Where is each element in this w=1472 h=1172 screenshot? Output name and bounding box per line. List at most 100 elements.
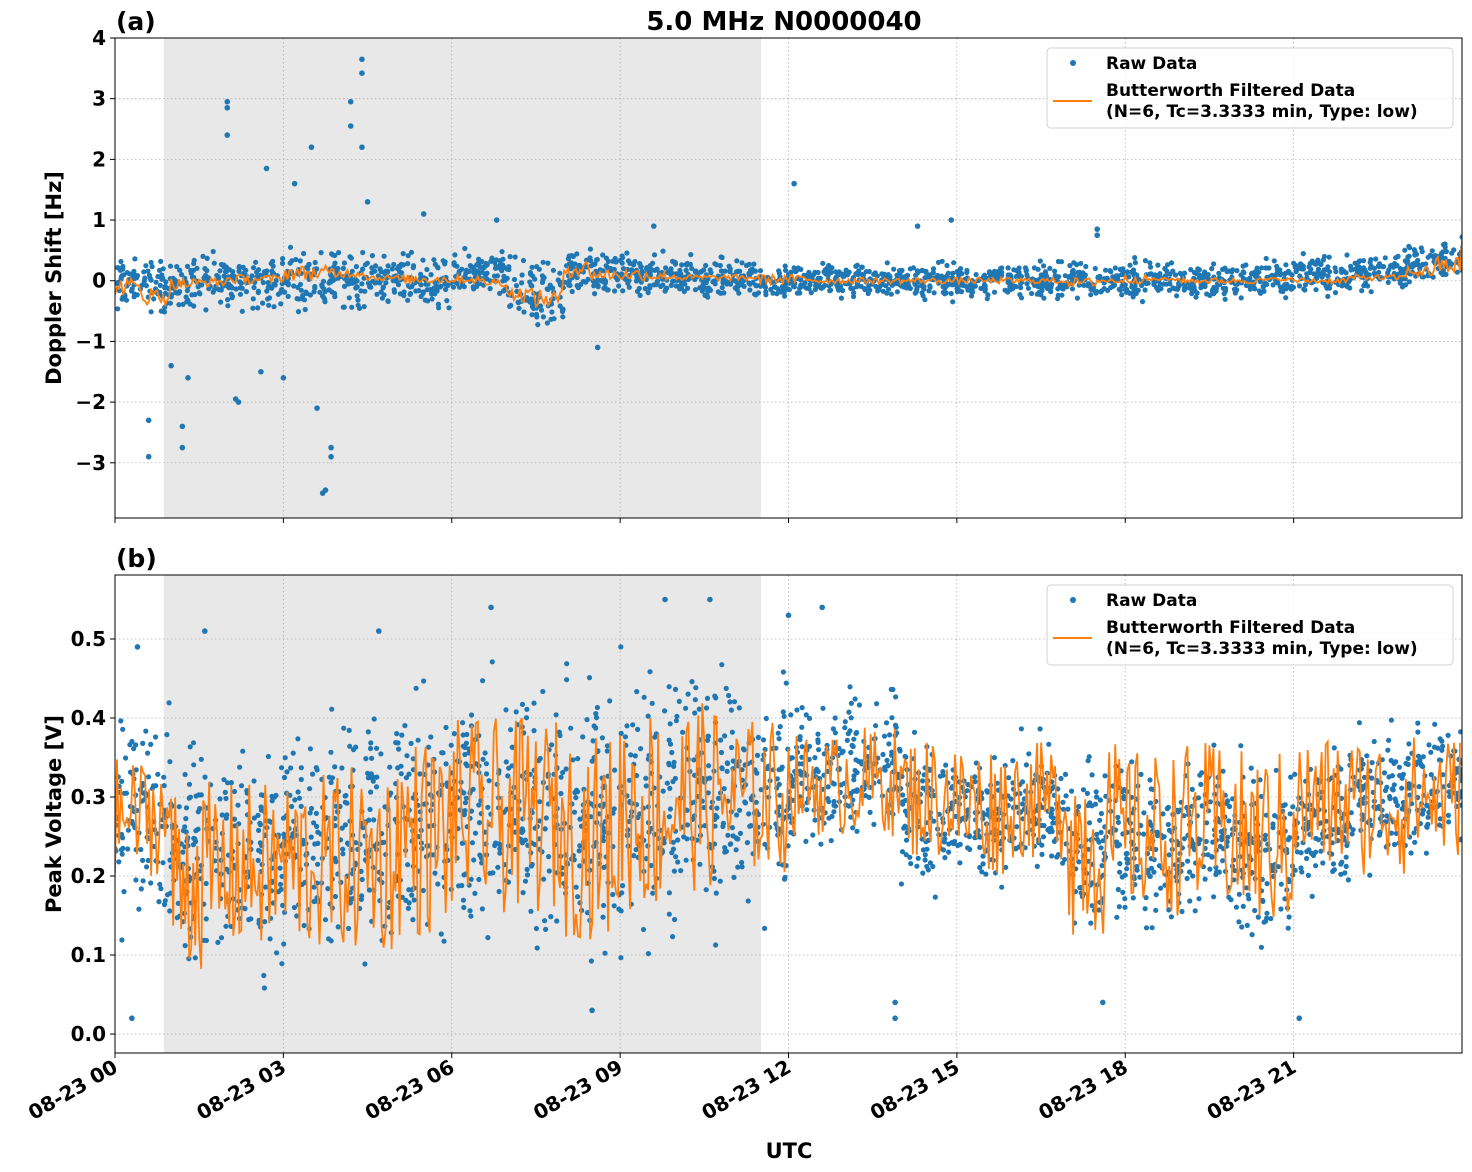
raw-data-point	[281, 941, 287, 947]
raw-data-point	[192, 291, 198, 298]
raw-data-point	[444, 298, 450, 304]
raw-data-point	[250, 265, 257, 271]
raw-data-point	[1371, 265, 1377, 271]
raw-data-point	[588, 258, 594, 264]
raw-data-point	[1029, 290, 1035, 297]
raw-data-point	[720, 280, 726, 286]
raw-data-point	[1228, 269, 1235, 275]
raw-data-point	[1024, 272, 1030, 278]
raw-data-point	[732, 285, 738, 291]
raw-data-point	[197, 868, 203, 874]
raw-data-point	[211, 260, 217, 266]
raw-data-point	[115, 281, 121, 287]
raw-data-point	[1091, 287, 1097, 293]
raw-data-point	[333, 859, 339, 865]
raw-data-point	[672, 261, 679, 267]
raw-data-point	[736, 280, 742, 287]
raw-data-point	[382, 804, 388, 810]
raw-data-point	[229, 293, 235, 299]
raw-data-point	[436, 305, 442, 311]
raw-data-point	[256, 827, 262, 834]
raw-data-point	[585, 276, 591, 282]
raw-data-point	[341, 283, 348, 289]
raw-data-point	[332, 893, 338, 900]
raw-data-point	[1325, 264, 1331, 270]
raw-data-point	[426, 744, 432, 750]
raw-data-point	[479, 269, 485, 275]
raw-data-point	[1119, 292, 1125, 298]
raw-data-point	[919, 283, 925, 289]
raw-data-point	[1024, 281, 1030, 287]
raw-data-point	[557, 270, 563, 276]
raw-data-point	[703, 262, 709, 269]
raw-data-point	[1139, 299, 1146, 305]
raw-data-point	[343, 792, 349, 799]
raw-data-point	[1415, 257, 1421, 263]
raw-data-point	[1418, 245, 1424, 251]
raw-data-point	[451, 260, 457, 266]
raw-data-point	[134, 275, 140, 281]
raw-data-point	[218, 299, 224, 305]
raw-data-point	[339, 765, 345, 771]
raw-data-point	[348, 255, 354, 261]
raw-data-point	[136, 906, 142, 912]
raw-data-point	[148, 880, 154, 886]
raw-data-point	[1205, 272, 1211, 278]
raw-data-point	[1280, 288, 1286, 295]
raw-data-point	[1375, 263, 1381, 269]
raw-data-point	[279, 961, 285, 967]
raw-data-point	[262, 919, 268, 925]
raw-data-point	[313, 765, 319, 771]
raw-data-point	[1361, 258, 1367, 264]
raw-data-point	[521, 309, 527, 315]
raw-data-point	[389, 266, 395, 272]
raw-data-point	[328, 779, 334, 786]
raw-data-point	[221, 777, 227, 783]
raw-data-point	[794, 290, 801, 296]
raw-data-point	[860, 272, 867, 278]
raw-data-point	[876, 287, 882, 293]
raw-data-point	[177, 267, 183, 273]
raw-data-point	[1022, 265, 1029, 271]
raw-data-point	[1238, 295, 1244, 301]
raw-data-point	[1146, 271, 1152, 277]
raw-data-point	[1155, 262, 1161, 268]
raw-data-point	[1359, 288, 1365, 294]
raw-data-point	[768, 286, 774, 292]
raw-data-point	[215, 939, 221, 946]
raw-data-point	[1095, 274, 1101, 280]
raw-data-point	[633, 278, 640, 284]
raw-data-point	[678, 271, 684, 277]
raw-data-point	[718, 254, 724, 260]
raw-data-point	[624, 250, 630, 256]
raw-data-point	[339, 825, 345, 831]
raw-data-point	[751, 261, 757, 267]
raw-data-point	[1104, 275, 1110, 281]
raw-data-point	[600, 268, 606, 274]
raw-data-point	[399, 270, 405, 276]
raw-data-point	[279, 260, 286, 266]
raw-data-point	[1440, 271, 1446, 278]
raw-data-point	[347, 743, 353, 749]
raw-data-point	[1025, 285, 1032, 291]
raw-data-point	[776, 268, 782, 274]
raw-data-point	[568, 266, 574, 272]
raw-data-point	[605, 258, 612, 264]
raw-data-point	[1103, 267, 1109, 273]
raw-data-point	[1177, 270, 1183, 276]
raw-data-point	[1440, 242, 1447, 248]
raw-data-point	[1420, 261, 1426, 267]
raw-data-point	[228, 780, 234, 786]
raw-data-point	[549, 309, 555, 315]
raw-data-point	[1035, 266, 1041, 272]
raw-data-point	[273, 792, 279, 799]
raw-data-point	[237, 291, 244, 297]
raw-data-point	[158, 886, 164, 892]
raw-data-point	[851, 290, 857, 296]
raw-data-point	[165, 892, 171, 898]
raw-data-point	[1018, 285, 1024, 291]
raw-data-point	[373, 784, 380, 790]
raw-data-point	[255, 289, 261, 296]
raw-data-point	[1148, 264, 1154, 270]
raw-data-point	[374, 745, 380, 751]
